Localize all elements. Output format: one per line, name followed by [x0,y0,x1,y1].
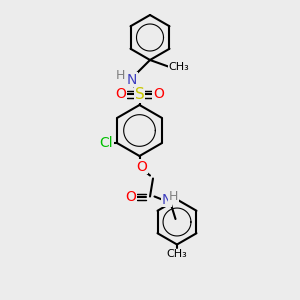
Text: N: N [161,193,172,206]
Text: Cl: Cl [99,136,113,150]
Text: O: O [126,190,136,203]
Text: CH₃: CH₃ [168,62,189,73]
Text: N: N [127,73,137,86]
Text: O: O [136,160,147,173]
Text: S: S [135,87,144,102]
Text: H: H [116,69,126,82]
Text: O: O [115,88,126,101]
Text: O: O [153,88,164,101]
Text: CH₃: CH₃ [167,249,188,259]
Text: H: H [169,190,178,203]
